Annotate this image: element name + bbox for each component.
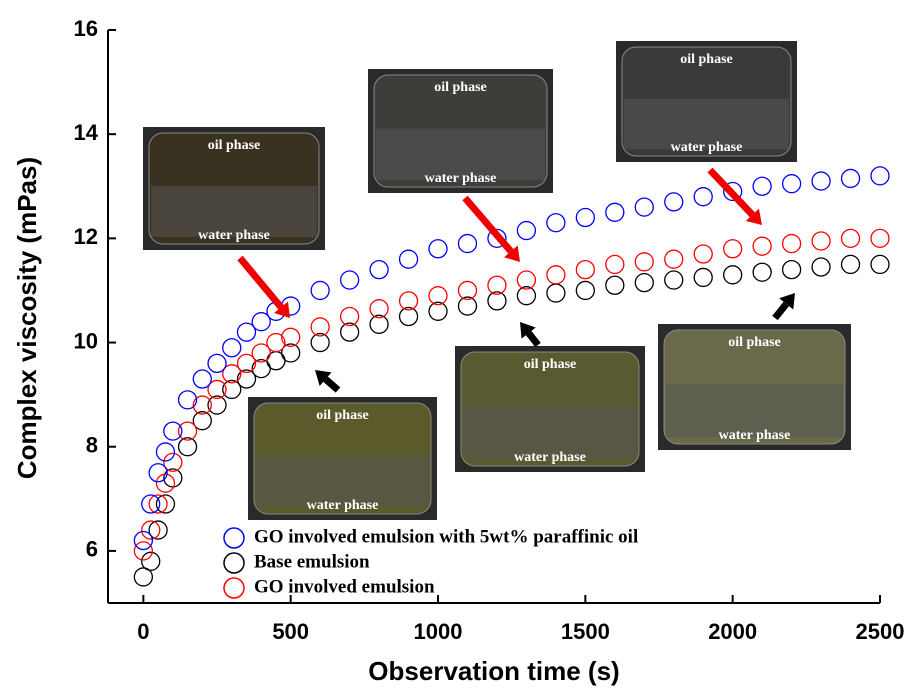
y-axis-title: Complex viscosity (mPas) — [12, 157, 42, 479]
data-point — [223, 339, 241, 357]
arrow-shaft — [240, 258, 281, 307]
data-point — [576, 281, 594, 299]
data-point — [517, 222, 535, 240]
data-point — [871, 255, 889, 273]
data-point — [694, 268, 712, 286]
data-point — [635, 274, 653, 292]
legend-marker — [224, 528, 244, 548]
data-point — [208, 354, 226, 372]
x-tick-label: 1500 — [561, 619, 610, 644]
data-point — [429, 240, 447, 258]
x-tick-label: 0 — [137, 619, 149, 644]
data-point — [842, 169, 860, 187]
data-point — [370, 261, 388, 279]
data-point — [842, 229, 860, 247]
y-tick-label: 6 — [86, 537, 98, 562]
legend-label: GO involved emulsion — [254, 576, 435, 597]
data-point — [694, 188, 712, 206]
chart: Complex viscosity (mPas) Observation tim… — [0, 0, 917, 691]
data-point — [724, 240, 742, 258]
data-point — [871, 167, 889, 185]
data-point — [871, 229, 889, 247]
data-point — [694, 245, 712, 263]
data-point — [842, 255, 860, 273]
data-point — [812, 172, 830, 190]
legend-marker — [224, 553, 244, 573]
inset-label: water phase — [425, 171, 497, 186]
arrow-shaft — [710, 170, 752, 215]
data-point — [724, 266, 742, 284]
data-point — [606, 276, 624, 294]
inset-label: water phase — [671, 140, 743, 155]
data-point — [576, 261, 594, 279]
data-point — [547, 284, 565, 302]
data-point — [635, 198, 653, 216]
y-tick-label: 16 — [74, 16, 98, 41]
data-point — [812, 232, 830, 250]
data-point — [753, 177, 771, 195]
arrow-shaft — [326, 379, 338, 390]
arrow-shaft — [529, 333, 538, 345]
data-point — [665, 271, 683, 289]
data-point — [179, 391, 197, 409]
inset-label: oil phase — [728, 335, 781, 350]
data-point — [812, 258, 830, 276]
y-tick-label: 10 — [74, 328, 98, 353]
inset-label: oil phase — [524, 357, 577, 372]
x-axis-title: Observation time (s) — [368, 656, 619, 686]
data-point — [783, 235, 801, 253]
legend-marker — [224, 578, 244, 598]
legend-label: GO involved emulsion with 5wt% paraffini… — [254, 526, 638, 547]
data-point — [783, 261, 801, 279]
data-point — [547, 266, 565, 284]
data-point — [311, 281, 329, 299]
data-point — [547, 214, 565, 232]
inset-label: oil phase — [434, 80, 487, 95]
data-point — [341, 271, 359, 289]
inset-label: water phase — [307, 498, 379, 513]
y-tick-label: 8 — [86, 433, 98, 458]
x-tick-label: 500 — [272, 619, 309, 644]
inset-label: oil phase — [316, 408, 369, 423]
inset-label: water phase — [514, 450, 586, 465]
inset-label: oil phase — [680, 52, 733, 67]
x-tick-label: 1000 — [414, 619, 463, 644]
inset-label: water phase — [719, 428, 791, 443]
data-point — [606, 255, 624, 273]
legend-label: Base emulsion — [254, 551, 370, 572]
data-point — [400, 250, 418, 268]
y-tick-label: 14 — [74, 120, 99, 145]
arrow-shaft — [465, 198, 511, 251]
x-tick-label: 2500 — [856, 619, 905, 644]
inset-label: water phase — [198, 228, 270, 243]
data-point — [458, 235, 476, 253]
data-point — [149, 495, 167, 513]
data-point — [665, 250, 683, 268]
data-point — [753, 263, 771, 281]
data-point — [606, 203, 624, 221]
data-point — [576, 209, 594, 227]
data-point — [665, 193, 683, 211]
data-point — [753, 237, 771, 255]
x-tick-label: 2000 — [708, 619, 757, 644]
inset-label: oil phase — [208, 138, 261, 153]
data-point — [635, 253, 653, 271]
data-point — [193, 370, 211, 388]
data-point — [783, 175, 801, 193]
arrow-shaft — [775, 304, 786, 318]
y-tick-label: 12 — [74, 224, 98, 249]
